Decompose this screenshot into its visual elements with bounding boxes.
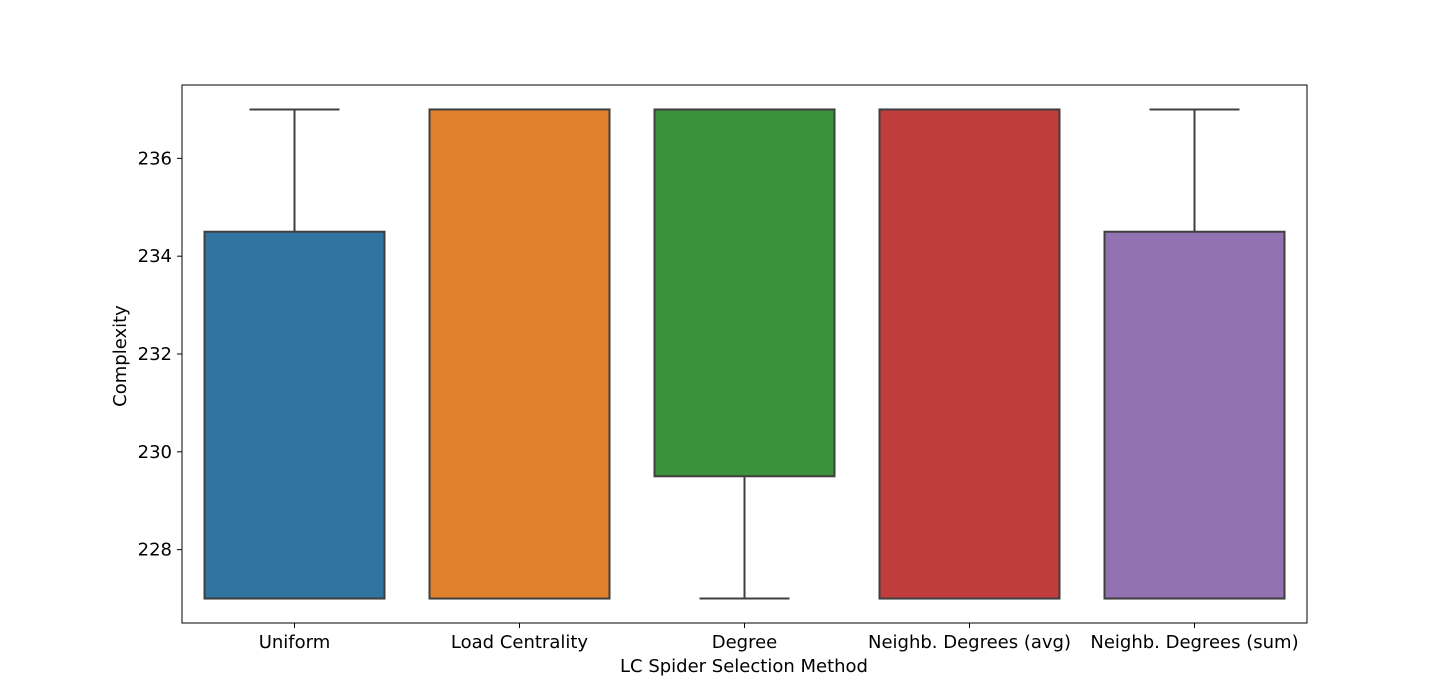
- box-neighb-degrees-avg: [878, 108, 1061, 600]
- y-tick-label: 228: [138, 540, 172, 561]
- box-degree: [653, 108, 836, 600]
- box-uniform: [203, 108, 386, 600]
- x-tick-label: Uniform: [259, 632, 331, 653]
- x-tick-label: Load Centrality: [451, 632, 589, 653]
- boxes-layer: [203, 108, 1286, 600]
- y-tick-label: 234: [138, 246, 172, 267]
- x-tick-label: Neighb. Degrees (sum): [1090, 632, 1298, 653]
- box-body: [1103, 230, 1286, 600]
- x-axis: Uniform Load Centrality Degree Neighb. Degr…: [259, 623, 1299, 653]
- box-body: [203, 230, 386, 600]
- x-tick-label: Neighb. Degrees (avg): [868, 632, 1071, 653]
- box-body: [428, 108, 611, 600]
- y-tick-label: 232: [138, 344, 172, 365]
- box-body: [878, 108, 1061, 600]
- y-axis: 228 230 232 234 236: [138, 148, 182, 561]
- box-load-centrality: [428, 108, 611, 600]
- box-neighb-degrees-sum: [1103, 108, 1286, 600]
- y-axis-label: Complexity: [110, 305, 131, 407]
- x-tick-label: Degree: [712, 632, 778, 653]
- box-body: [653, 108, 836, 478]
- y-tick-label: 236: [138, 148, 172, 169]
- x-axis-label: LC Spider Selection Method: [620, 656, 868, 677]
- y-tick-label: 230: [138, 442, 172, 463]
